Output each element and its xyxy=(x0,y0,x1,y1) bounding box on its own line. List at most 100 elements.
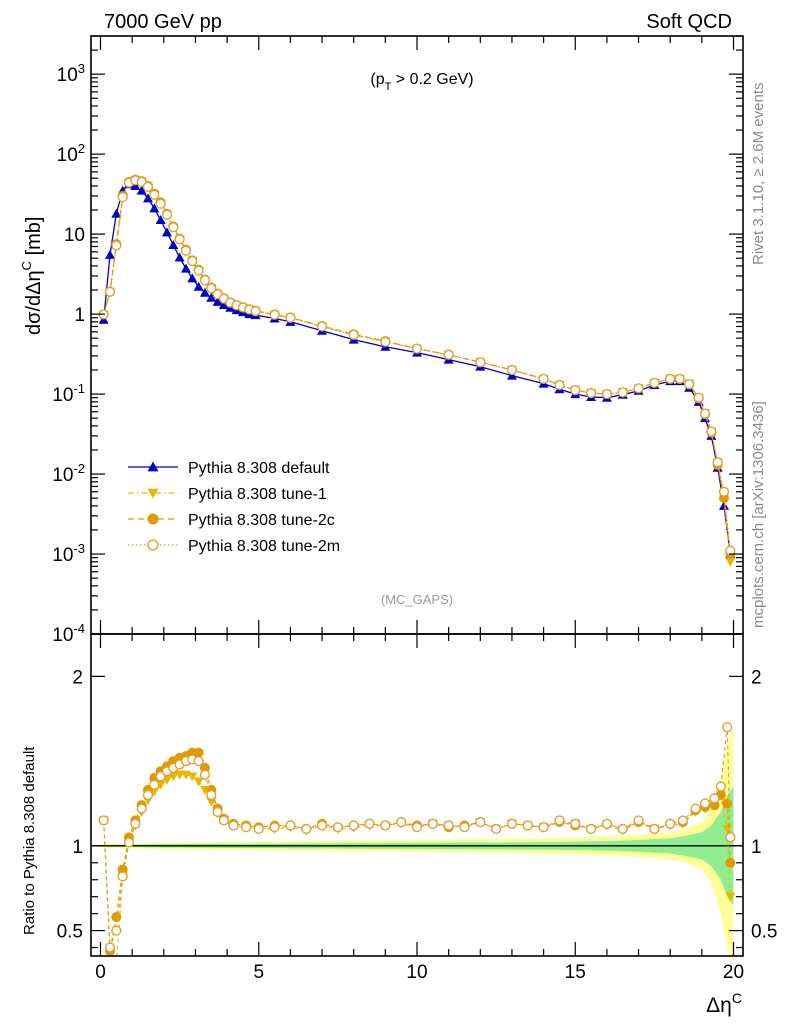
main-point-s0-7 xyxy=(142,193,153,203)
main-point-s0-1 xyxy=(104,249,115,259)
main-point-s3-12 xyxy=(174,234,185,245)
ratio-point-s1-15 xyxy=(193,747,204,758)
main-point-s3-46 xyxy=(699,408,711,419)
main-point-s0-2 xyxy=(111,208,122,218)
ratio-uncertainty-band xyxy=(91,727,743,965)
main-point-s0-13 xyxy=(180,263,191,273)
main-y-tick-label: 10 xyxy=(64,225,85,246)
main-point-s3-11 xyxy=(168,222,179,233)
ratio-y-axis-label: Ratio to Pythia 8.308 default xyxy=(21,746,38,935)
ratio-y-tick-label-right: 1 xyxy=(751,837,762,858)
ratio-point-s2-34 xyxy=(443,820,454,831)
main-point-s1-50 xyxy=(725,557,736,567)
ratio-point-s2-6 xyxy=(136,803,147,814)
main-y-axis-label: dσ/dΔηC [mb] xyxy=(19,217,45,335)
ratio-y-tick-label: 0.5 xyxy=(57,922,83,943)
main-y-axis-label-main: dσ/dΔη xyxy=(23,270,45,335)
ratio-point-s0-14 xyxy=(187,772,198,782)
ratio-point-s2-43 xyxy=(585,823,597,834)
main-point-s3-16 xyxy=(199,275,211,286)
main-point-s3-3 xyxy=(117,192,128,203)
ratio-point-s2-38 xyxy=(506,818,518,829)
legend-marker-3 xyxy=(147,539,159,551)
ratio-point-s2-8 xyxy=(149,779,160,790)
ratio-point-s2-40 xyxy=(538,822,549,833)
ratio-y-tick-label-right: 2 xyxy=(751,667,762,688)
main-point-s0-5 xyxy=(130,180,141,190)
main-point-s0-18 xyxy=(212,296,223,306)
ratio-point-s2-2 xyxy=(111,925,122,936)
main-point-s3-1 xyxy=(104,286,116,297)
ratio-point-s2-44 xyxy=(601,818,613,829)
ratio-point-s2-32 xyxy=(411,822,423,833)
ratio-point-s2-5 xyxy=(130,818,141,829)
pt-annotation: (pT > 0.2 GeV) xyxy=(370,71,473,93)
main-point-s3-50 xyxy=(725,545,736,556)
ratio-point-s2-39 xyxy=(522,820,533,831)
main-point-s3-41 xyxy=(649,377,660,388)
ratio-point-s2-36 xyxy=(475,817,486,828)
ratio-point-s1-2 xyxy=(111,912,122,923)
ratio-point-s2-17 xyxy=(206,789,217,801)
main-point-s3-14 xyxy=(187,255,198,267)
main-point-s0-11 xyxy=(168,240,179,250)
ratio-point-s2-45 xyxy=(617,823,628,834)
main-point-s3-17 xyxy=(206,283,217,294)
main-point-s3-36 xyxy=(570,385,581,396)
main-point-s3-47 xyxy=(706,426,717,437)
ratio-point-s2-37 xyxy=(491,823,502,834)
ratio-point-s2-55 xyxy=(725,832,736,843)
main-y-tick-label: 10-3 xyxy=(52,541,85,566)
legend: Pythia 8.308 default Pythia 8.308 tune-1 P… xyxy=(128,460,340,555)
ratio-point-s2-22 xyxy=(253,823,264,834)
main-point-s3-45 xyxy=(693,392,704,403)
main-point-s0-10 xyxy=(161,227,172,237)
mcplots-label: mcplots.cern.ch [arXiv:1306.3436] xyxy=(750,401,767,628)
ratio-point-s2-19 xyxy=(218,815,230,826)
x-tick-label: 10 xyxy=(406,962,427,983)
x-tick-label: 15 xyxy=(565,962,586,983)
ratio-point-s0-15 xyxy=(193,777,204,787)
ratio-point-s2-23 xyxy=(269,822,280,833)
main-point-s3-25 xyxy=(269,309,280,320)
legend-label-0: Pythia 8.308 default xyxy=(188,460,330,477)
main-point-s3-26 xyxy=(285,312,296,323)
ratio-point-s2-24 xyxy=(285,820,296,831)
pt-annotation-sub: T xyxy=(385,81,392,93)
main-point-s3-2 xyxy=(111,240,122,251)
main-point-s0-9 xyxy=(155,215,166,225)
main-y-tick-label: 10-4 xyxy=(52,621,85,646)
ratio-point-s2-18 xyxy=(212,806,223,818)
x-tick-label: 0 xyxy=(95,962,106,983)
pt-annotation-rest: > 0.2 GeV) xyxy=(391,71,473,88)
main-point-s3-13 xyxy=(180,245,192,256)
main-point-s0-19 xyxy=(218,299,229,309)
ratio-point-s2-35 xyxy=(459,822,470,833)
ratio-point-s2-41 xyxy=(554,815,565,826)
ratio-y-tick-label-right: 0.5 xyxy=(751,922,777,943)
ratio-point-s2-30 xyxy=(380,820,391,831)
main-point-s3-30 xyxy=(411,343,423,354)
main-point-s3-35 xyxy=(554,379,565,391)
main-y-tick-label: 10-2 xyxy=(52,461,85,486)
ratio-point-s2-3 xyxy=(117,871,128,882)
legend-label-3: Pythia 8.308 tune-2m xyxy=(188,538,340,555)
header-right: Soft QCD xyxy=(646,11,732,33)
main-y-axis-label-sup: C xyxy=(19,261,34,270)
legend-marker-1 xyxy=(147,488,159,499)
ratio-point-s1-55 xyxy=(725,857,736,868)
main-point-s0-14 xyxy=(187,273,198,283)
ratio-y-tick-label: 1 xyxy=(72,837,83,858)
ratio-point-s2-4 xyxy=(123,837,135,848)
ratio-point-s2-49 xyxy=(677,815,688,826)
ratio-point-s1-54 xyxy=(722,798,733,809)
ratio-point-s0-54 xyxy=(722,824,733,834)
ratio-point-s2-54 xyxy=(722,722,733,733)
ratio-point-s2-28 xyxy=(348,820,359,831)
x-tick-label: 20 xyxy=(723,962,744,983)
main-point-s3-49 xyxy=(718,486,730,497)
main-axes: 10-4 10-3 10-2 10-1 1 10 102 103 xyxy=(52,35,744,646)
watermark: (MC_GAPS) xyxy=(381,592,453,607)
ratio-point-s2-0 xyxy=(98,815,109,826)
